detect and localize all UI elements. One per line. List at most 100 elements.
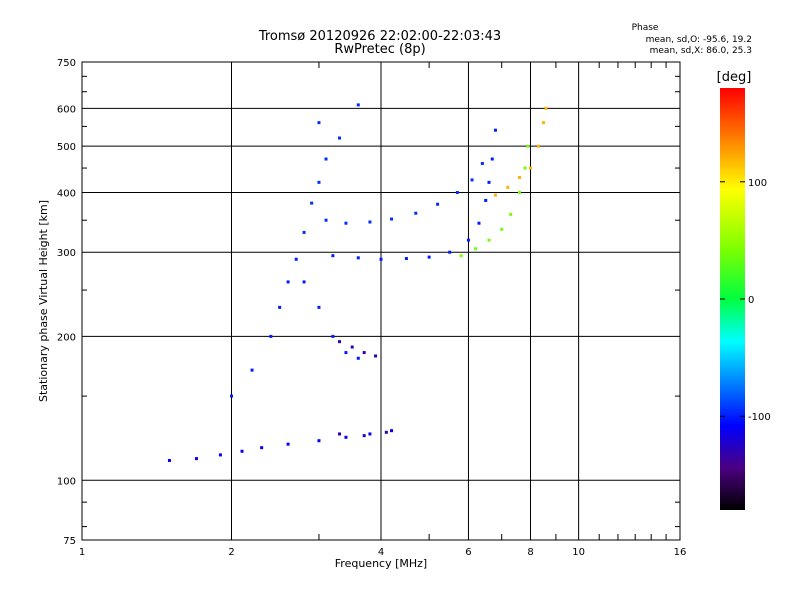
x-axis-label: Frequency [MHz] xyxy=(335,557,427,570)
data-point xyxy=(390,217,394,221)
data-point xyxy=(466,238,470,242)
data-point xyxy=(470,178,474,182)
data-point xyxy=(459,254,463,258)
chart-subtitle: RwPretec (8p) xyxy=(334,42,425,57)
data-point xyxy=(362,434,366,438)
data-point xyxy=(310,201,314,205)
phase-stats-x: mean, sd,X: 86.0, 25.3 xyxy=(650,46,752,56)
data-point xyxy=(390,429,394,433)
plot-frame xyxy=(81,61,681,541)
y-tick-label: 200 xyxy=(57,332,76,343)
data-point xyxy=(194,457,198,461)
data-point xyxy=(506,185,510,189)
data-point xyxy=(344,351,348,355)
data-point xyxy=(356,103,360,107)
data-point xyxy=(344,435,348,439)
y-tick-label: 300 xyxy=(57,248,76,259)
data-point xyxy=(338,136,342,140)
data-point xyxy=(509,212,513,216)
data-point xyxy=(529,166,532,170)
y-tick-label: 400 xyxy=(57,188,76,199)
colorbar-unit: [deg] xyxy=(717,70,752,85)
data-point xyxy=(368,432,372,436)
data-point xyxy=(362,351,366,355)
data-point xyxy=(436,202,440,206)
x-tick-label: 8 xyxy=(527,547,533,558)
data-point xyxy=(517,190,521,194)
data-point xyxy=(384,430,388,434)
x-tick-label: 6 xyxy=(465,547,471,558)
data-point xyxy=(487,180,491,184)
data-point xyxy=(455,190,459,194)
data-point xyxy=(331,254,335,258)
data-point xyxy=(344,221,348,225)
data-point xyxy=(523,166,527,170)
data-point xyxy=(324,218,328,222)
y-tick-label: 100 xyxy=(57,476,76,487)
data-point xyxy=(350,345,354,349)
data-point xyxy=(477,221,481,225)
data-point xyxy=(260,446,264,450)
grid xyxy=(81,62,681,540)
data-point xyxy=(536,144,540,148)
data-point xyxy=(414,211,418,215)
data-point xyxy=(338,340,342,344)
data-point xyxy=(338,432,342,436)
data-point xyxy=(427,255,431,259)
data-point xyxy=(404,257,408,261)
data-point xyxy=(356,256,360,260)
data-point xyxy=(230,394,233,398)
colorbar-tick-label: -100 xyxy=(748,412,771,423)
data-point xyxy=(317,439,321,443)
data-point xyxy=(480,161,484,165)
data-point xyxy=(331,334,335,338)
data-point xyxy=(493,128,497,132)
x-tick-label: 1 xyxy=(79,547,85,558)
data-point xyxy=(517,175,521,179)
data-point xyxy=(269,334,273,338)
data-point xyxy=(526,144,530,148)
data-point xyxy=(286,280,290,284)
x-tick-label: 10 xyxy=(572,547,585,558)
data-point xyxy=(302,230,306,234)
data-point xyxy=(167,458,171,462)
data-point xyxy=(542,121,546,125)
data-point xyxy=(324,157,328,161)
data-point xyxy=(250,368,254,372)
data-point xyxy=(356,356,360,360)
y-tick-label: 500 xyxy=(57,142,76,153)
data-point xyxy=(294,257,298,261)
y-tick-label: 75 xyxy=(63,536,76,547)
data-point xyxy=(484,198,488,202)
y-tick-label: 750 xyxy=(57,58,76,69)
data-points xyxy=(167,103,548,462)
colorbar-ticks: 100 0 -100 xyxy=(720,178,771,423)
colorbar-tick-label: 0 xyxy=(748,295,754,306)
data-point xyxy=(368,220,372,224)
x-tick-label: 2 xyxy=(228,547,234,558)
data-point xyxy=(317,121,321,125)
data-point xyxy=(286,442,290,446)
data-point xyxy=(493,193,497,197)
data-point xyxy=(317,180,321,184)
data-point xyxy=(500,227,504,231)
data-point xyxy=(379,257,383,261)
data-point xyxy=(544,106,548,110)
data-point xyxy=(317,305,321,309)
x-tick-labels: 1 2 4 6 8 10 16 xyxy=(79,547,687,558)
x-tick-label: 4 xyxy=(378,547,384,558)
data-point xyxy=(374,354,378,358)
y-tick-labels: 75 100 200 300 400 500 600 750 xyxy=(57,58,76,547)
y-tick-label: 600 xyxy=(57,104,76,115)
phase-stats-label: Phase xyxy=(632,23,659,33)
colorbar-tick-label: 100 xyxy=(748,178,767,189)
data-point xyxy=(487,238,491,242)
data-point xyxy=(278,305,282,309)
chart-title: Tromsø 20120926 22:02:00-22:03:43 xyxy=(258,29,501,44)
data-point xyxy=(490,157,494,161)
data-point xyxy=(474,247,478,251)
x-tick-label: 16 xyxy=(674,547,687,558)
data-point xyxy=(218,453,222,457)
